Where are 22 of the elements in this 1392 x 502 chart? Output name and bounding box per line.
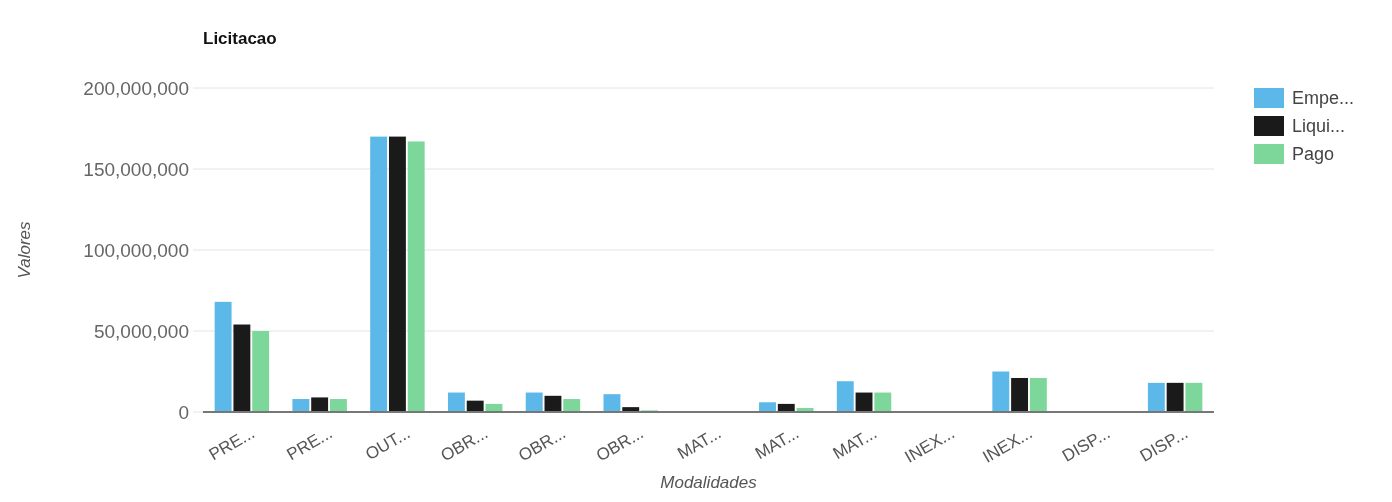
x-tick-label: MAT... xyxy=(829,423,880,464)
legend-label: Pago xyxy=(1292,144,1335,165)
y-tick-label: 150,000,000 xyxy=(83,158,189,180)
x-tick-label: DISP... xyxy=(1136,423,1192,466)
x-tick-label: OBR... xyxy=(437,423,492,466)
chart-title: Licitacao xyxy=(203,29,277,48)
x-tick-label: OUT... xyxy=(362,423,414,464)
x-tick-label: PRE... xyxy=(283,423,336,465)
y-tick-label: 50,000,000 xyxy=(93,320,189,342)
legend-label: Liqui... xyxy=(1292,116,1346,137)
x-tick-label: MAT... xyxy=(752,423,803,464)
x-tick-label: PRE... xyxy=(205,423,258,465)
y-tick-label: 100,000,000 xyxy=(83,239,189,261)
x-tick-label: OBR... xyxy=(515,423,569,466)
legend-label: Empe... xyxy=(1292,88,1355,109)
x-tick-label: MAT... xyxy=(674,423,725,464)
y-tick-label: 200,000,000 xyxy=(83,77,189,99)
y-tick-label: 0 xyxy=(178,401,189,423)
y-axis-title: Valores xyxy=(15,221,34,279)
x-axis-title: Modalidades xyxy=(660,473,758,492)
x-tick-label: OBR... xyxy=(593,423,647,466)
x-tick-label: DISP... xyxy=(1059,423,1114,466)
